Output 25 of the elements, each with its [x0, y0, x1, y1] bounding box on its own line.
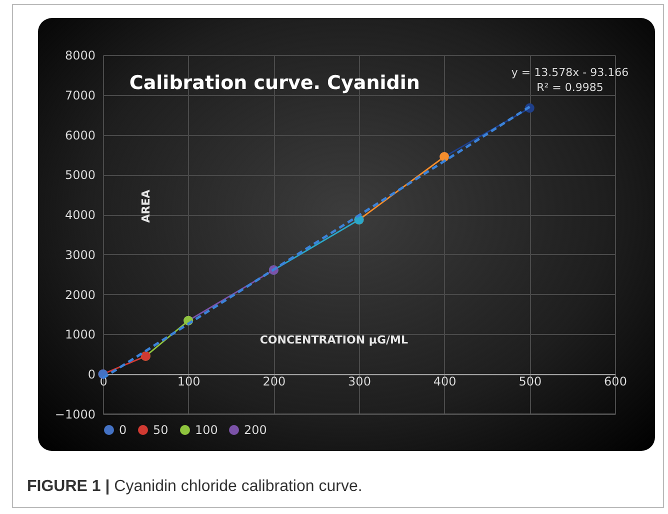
- x-tick-label: 100: [177, 374, 200, 389]
- text: Calibration curve. Cyanidin: [129, 72, 420, 94]
- y-tick-label: 1000: [64, 328, 96, 342]
- y-tick-label: 6000: [64, 128, 96, 142]
- y-tick-label: −1000: [54, 408, 96, 422]
- y-tick-label: 4000: [64, 208, 96, 222]
- annotation: y = 13.578x - 93.166: [511, 66, 629, 79]
- x-tick-label: 200: [262, 374, 286, 389]
- caption: FIGURE 1 | Cyanidin chloride calibration curve.: [27, 478, 362, 496]
- y-tick-label: 5000: [64, 168, 96, 182]
- legend-label: 50: [153, 423, 168, 437]
- y-axis-title: AREA: [140, 189, 152, 223]
- legend-label: 200: [244, 423, 267, 437]
- y-tick-label: 7000: [64, 88, 96, 102]
- x-tick-label: 400: [433, 374, 456, 389]
- legend-label: 100: [195, 423, 218, 437]
- annotation: R² = 0.9985: [536, 81, 604, 94]
- y-tick-label: 8000: [64, 48, 96, 62]
- legend-label: 0: [119, 423, 127, 437]
- x-tick-label: 600: [604, 374, 627, 389]
- x-tick-label: 300: [348, 374, 371, 389]
- y-tick-label: 2000: [64, 288, 96, 302]
- x-tick-label: 500: [518, 374, 542, 389]
- y-tick-label: 3000: [64, 248, 96, 262]
- x-axis-title: CONCENTRATION µG/ML: [260, 334, 408, 347]
